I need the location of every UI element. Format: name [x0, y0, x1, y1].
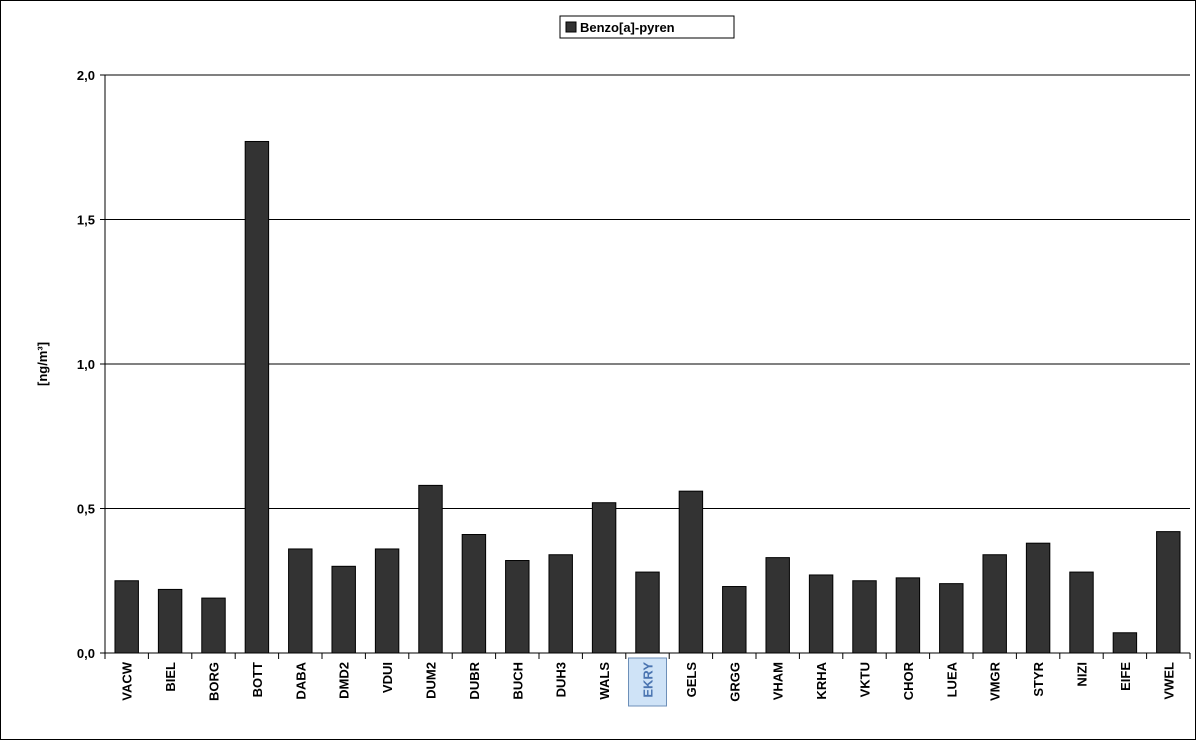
x-tick-label: NIZI	[1075, 662, 1090, 687]
x-tick-label: WALS	[597, 662, 612, 700]
x-tick-label: STYR	[1031, 661, 1046, 696]
x-tick-label: GELS	[684, 662, 699, 698]
bar-vwel	[1156, 531, 1181, 654]
y-tick-label: 1,0	[77, 357, 95, 372]
x-tick-label: CHOR	[901, 661, 916, 700]
bar-vmgr	[982, 554, 1007, 654]
bar-wals	[591, 502, 617, 654]
bar-krha	[808, 574, 834, 654]
bars	[114, 140, 1181, 654]
x-tick-label: VWEL	[1161, 662, 1176, 700]
x-tick-label: DUM2	[424, 662, 439, 699]
x-tick-label: LUEA	[944, 661, 959, 697]
x-tick-label: DUBR	[467, 661, 482, 699]
x-ticks: VACW BIEL BORG BOTT DABA DMD2 VDUI DUM2 DUBR BUCH…	[104, 653, 1191, 707]
x-tick-label: GRGG	[727, 662, 742, 702]
bar-eife	[1112, 632, 1138, 654]
x-tick-label: VACW	[120, 661, 135, 700]
bar-luea	[939, 583, 964, 654]
x-tick-label: DMD2	[337, 662, 352, 699]
bar-chor	[895, 577, 921, 654]
bar-gels	[678, 490, 704, 654]
x-tick-label: DUH3	[554, 662, 569, 697]
bar-vktu	[852, 580, 877, 654]
bar-dubr	[461, 534, 487, 654]
y-tick-label: 2,0	[77, 68, 95, 83]
bar-vacw	[114, 580, 139, 654]
legend: Benzo[a]-pyren	[559, 15, 735, 39]
bar-daba	[288, 548, 313, 654]
x-tick-label: DABA	[293, 661, 308, 699]
y-tick-label: 1,5	[77, 213, 95, 228]
x-tick-label: BUCH	[510, 662, 525, 700]
y-axis-label: [ng/m³]	[35, 342, 50, 386]
bar-duh3	[548, 554, 573, 654]
y-tick-label: 0,0	[77, 646, 95, 661]
bar-vdui	[374, 548, 400, 654]
bar-borg	[201, 597, 226, 654]
y-ticks: 0,0 0,5 1,0 1,5 2,0	[77, 68, 105, 661]
x-tick-label: EKRY	[641, 662, 656, 698]
bar-styr	[1025, 542, 1051, 654]
legend-label: Benzo[a]-pyren	[580, 20, 675, 35]
y-tick-label: 0,5	[77, 502, 95, 517]
bar-nizi	[1069, 571, 1094, 654]
bar-vham	[765, 557, 790, 654]
bar-ekry	[635, 571, 660, 654]
x-tick-label: VKTU	[858, 662, 873, 697]
x-tick-label: VMGR	[988, 661, 1003, 701]
bar-grgg	[722, 586, 747, 654]
x-tick-label: BOTT	[250, 662, 265, 697]
x-label-highlight	[628, 657, 667, 707]
x-tick-label: EIFE	[1118, 662, 1133, 691]
bar-dum2	[418, 484, 443, 654]
bar-bott	[244, 140, 270, 654]
legend-box	[559, 15, 735, 39]
gridlines	[105, 74, 1190, 509]
x-tick-label: VDUI	[380, 662, 395, 693]
x-tick-label: VHAM	[771, 662, 786, 700]
bar-buch	[505, 560, 530, 654]
x-tick-label: BORG	[207, 662, 222, 701]
x-tick-label: KRHA	[814, 661, 829, 699]
legend-swatch	[565, 21, 577, 33]
x-tick-label: BIEL	[163, 662, 178, 692]
bar-biel	[157, 588, 183, 654]
bar-dmd2	[331, 565, 356, 654]
